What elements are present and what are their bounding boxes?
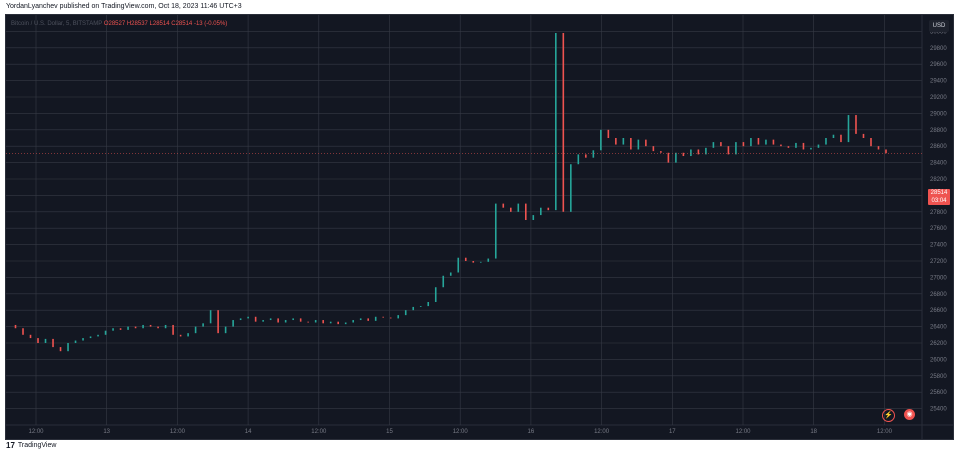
x-tick-label: 12:00 [311,429,327,435]
lightning-icon[interactable]: ⚡ [882,409,895,422]
y-tick-label: 27600 [930,226,947,232]
y-tick-label: 28200 [930,177,947,183]
y-tick-label: 29800 [930,46,947,52]
x-tick-label: 17 [669,429,676,435]
tradingview-logo-icon: 17 [6,441,15,450]
publisher-line: YordanLyanchev published on TradingView.… [6,3,242,10]
y-tick-label: 25600 [930,390,947,396]
y-tick-label: 27200 [930,259,947,265]
y-tick-label: 28600 [930,144,947,150]
y-tick-label: 26800 [930,292,947,298]
y-tick-label: 26400 [930,325,947,331]
y-tick-label: 26600 [930,308,947,314]
x-tick-label: 18 [810,429,817,435]
x-tick-label: 13 [103,429,110,435]
y-tick-label: 29200 [930,95,947,101]
x-tick-label: 12:00 [170,429,186,435]
chart-legend: Bitcoin / U.S. Dollar, 5, BITSTAMP O2852… [11,21,227,27]
legend-high: H28537 [126,21,148,27]
y-tick-label: 25800 [930,374,947,380]
y-tick-label: 30000 [930,29,947,35]
y-tick-label: 26000 [930,357,947,363]
legend-open: O28527 [103,21,126,27]
x-tick-label: 14 [245,429,252,435]
footer-brand[interactable]: TradingView [17,442,57,449]
y-tick-label: 28400 [930,161,947,167]
bar-countdown: 03:04 [931,198,947,204]
y-tick-label: 27800 [930,210,947,216]
y-tick-label: 29000 [930,111,947,117]
chart-panel[interactable]: 25400 25600 25800 26000 26200 26400 26600 26800… [5,14,954,440]
x-tick-label: 12:00 [453,429,469,435]
last-price-tag: 28514 03:04 [928,189,950,205]
y-tick-label: 29400 [930,79,947,85]
x-tick-label: 12:00 [735,429,751,435]
y-tick-label: 26200 [930,341,947,347]
legend-close: C28514 [171,21,193,27]
y-tick-label: 29600 [930,62,947,68]
footer: 17 TradingView [6,441,56,450]
legend-symbol: Bitcoin / U.S. Dollar, 5, BITSTAMP [11,21,103,27]
price-chart[interactable]: 25400 25600 25800 26000 26200 26400 26600 26800… [6,15,953,439]
camera-icon[interactable]: ◉ [904,409,915,420]
y-tick-label: 28800 [930,128,947,134]
legend-change: -13 (-0.05%) [193,21,228,27]
legend-low: L28514 [149,21,170,27]
currency-button[interactable]: USD [929,20,949,32]
y-tick-label: 27000 [930,275,947,281]
x-tick-label: 12:00 [877,429,893,435]
y-tick-label: 25400 [930,407,947,413]
last-price: 28514 [930,190,948,196]
x-tick-label: 12:00 [28,429,44,435]
x-tick-label: 12:00 [594,429,610,435]
y-tick-label: 27400 [930,243,947,249]
x-tick-label: 16 [528,429,535,435]
x-tick-label: 15 [386,429,393,435]
